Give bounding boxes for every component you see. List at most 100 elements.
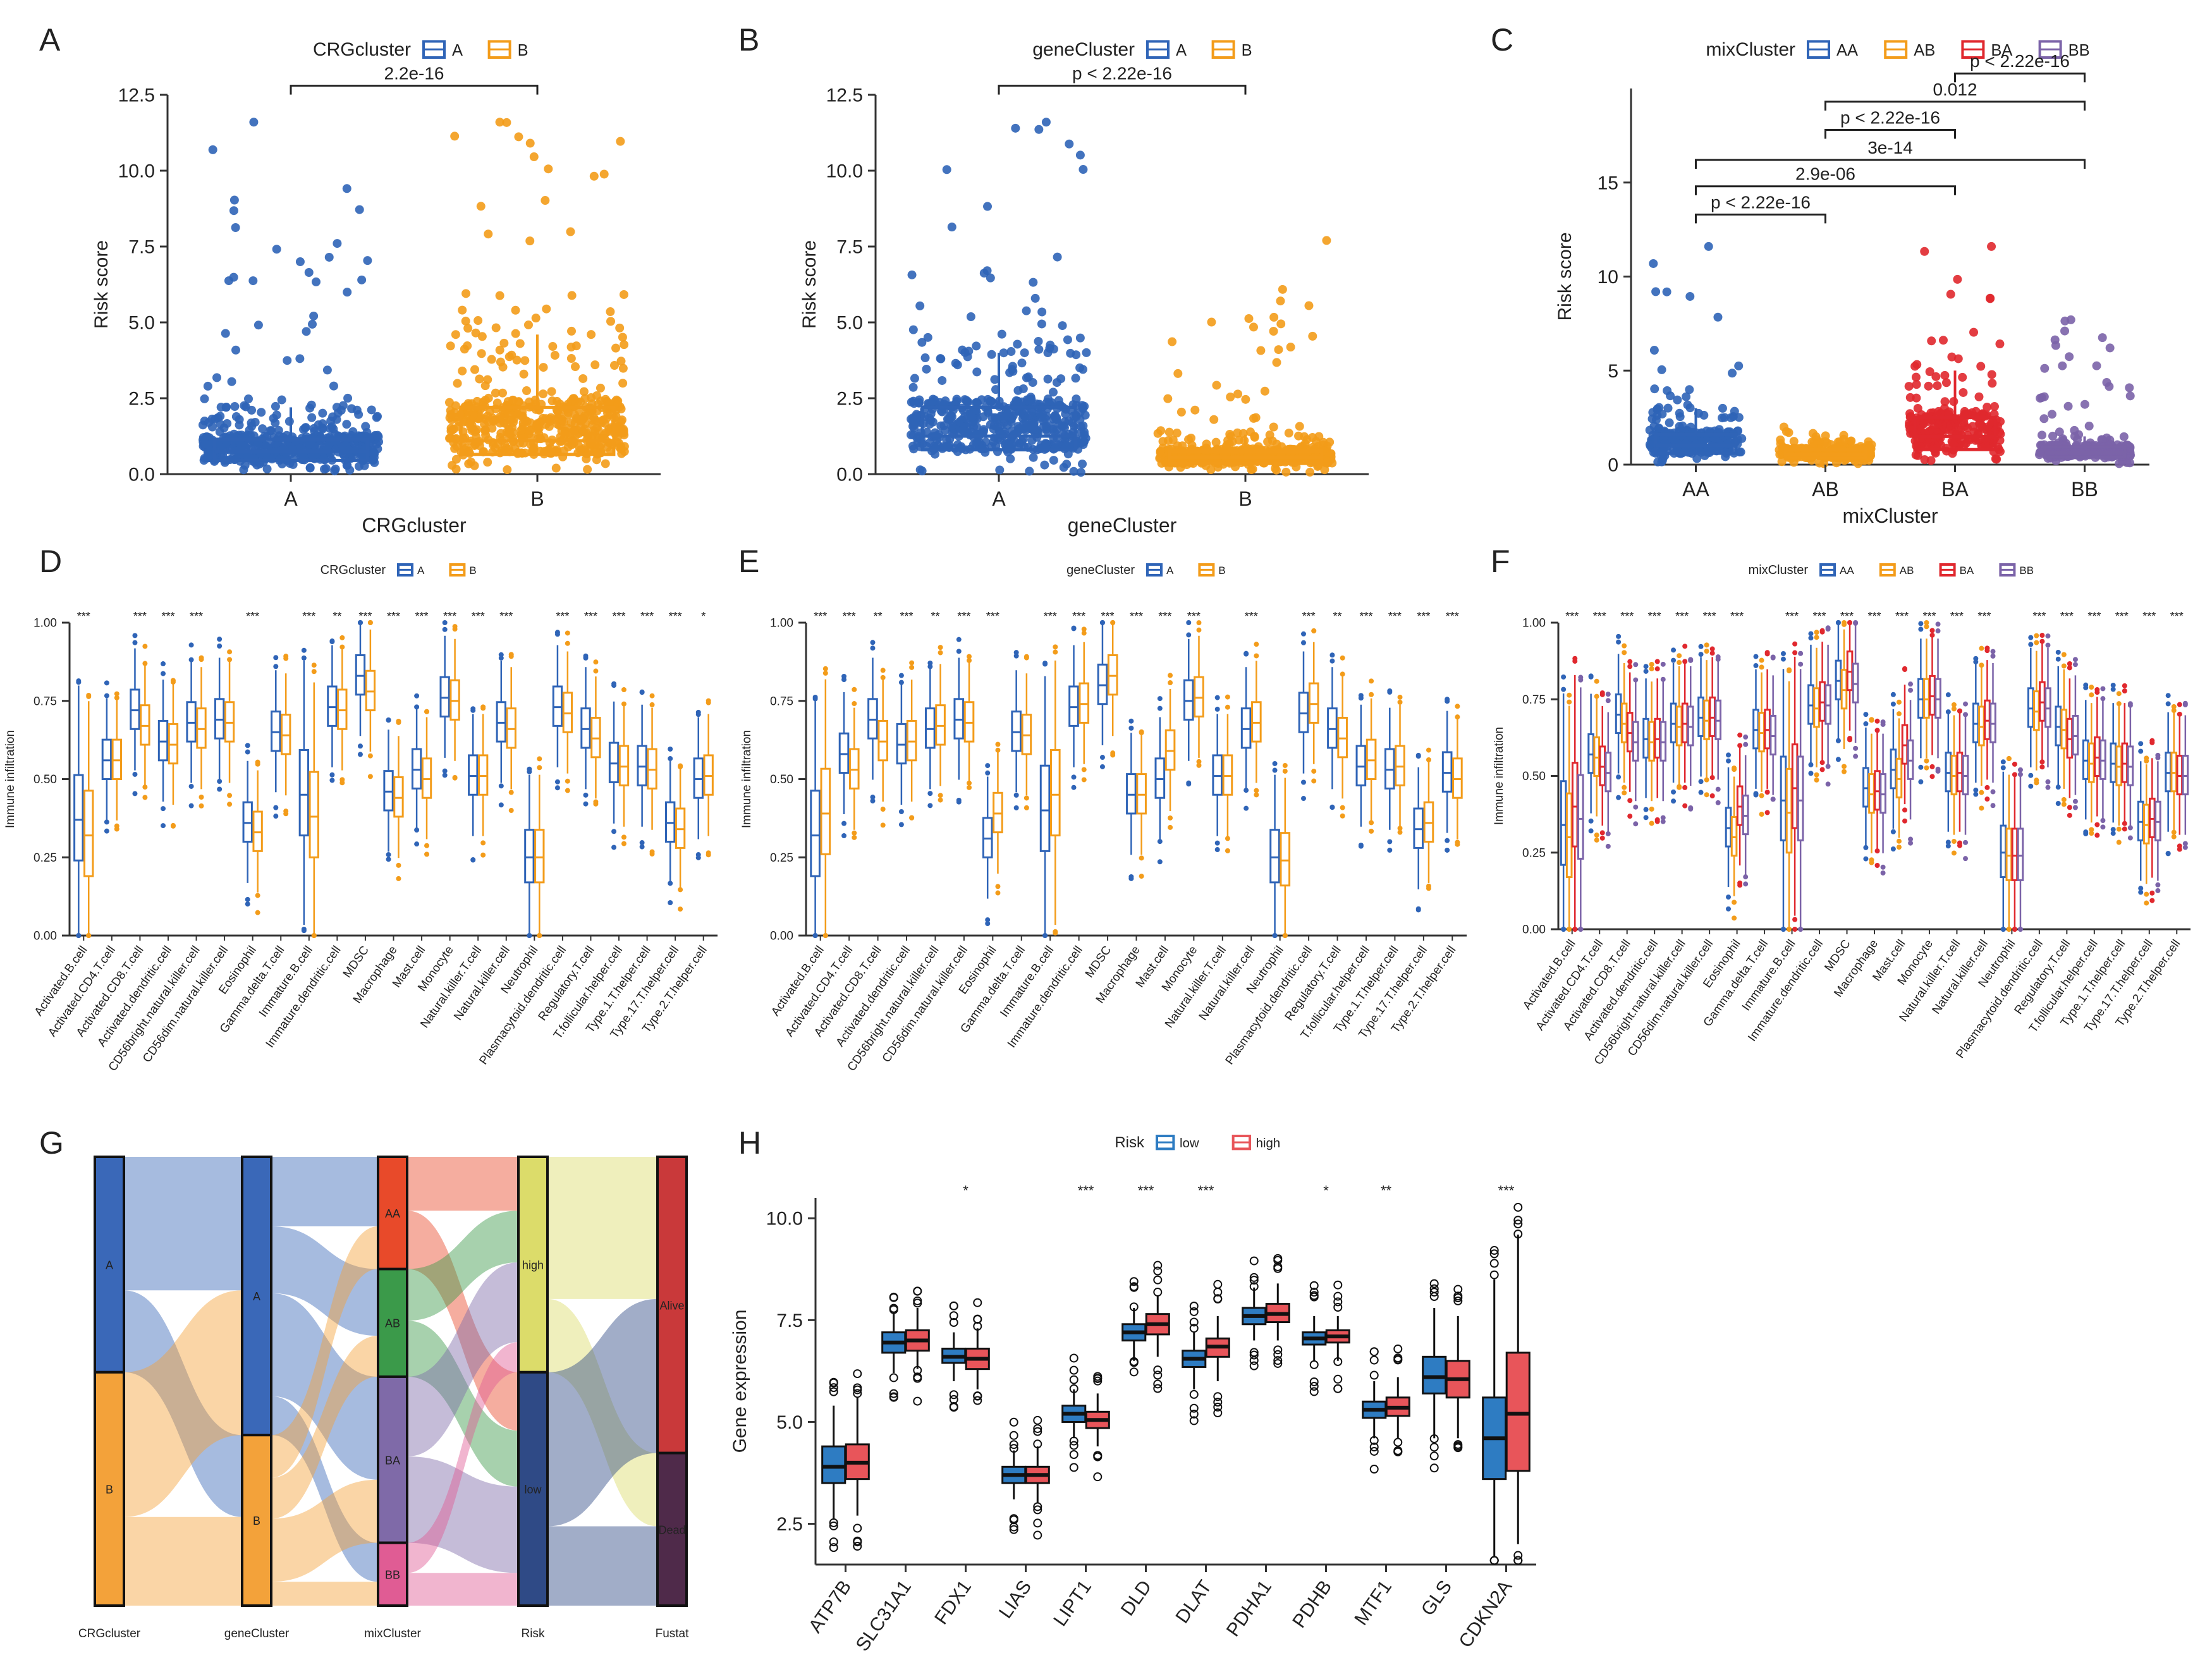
outlier-point bbox=[1709, 646, 1715, 652]
outlier-point bbox=[1841, 621, 1847, 627]
data-point bbox=[1233, 428, 1242, 437]
data-point bbox=[567, 291, 577, 300]
significance-stars: *** bbox=[161, 610, 174, 623]
significance-stars: *** bbox=[1130, 610, 1143, 623]
data-point bbox=[2105, 343, 2115, 353]
box bbox=[810, 790, 821, 877]
data-point bbox=[480, 381, 490, 391]
outlier-point bbox=[1168, 673, 1173, 678]
data-point bbox=[907, 398, 916, 407]
data-point bbox=[618, 363, 628, 373]
outlier-point bbox=[1929, 764, 1935, 769]
y-tick-label: 2.5 bbox=[776, 1514, 803, 1535]
data-point bbox=[230, 401, 240, 411]
outlier-point bbox=[1081, 767, 1087, 772]
data-point bbox=[995, 465, 1005, 475]
data-point bbox=[1037, 307, 1047, 317]
outlier-point bbox=[909, 815, 915, 821]
outlier-point bbox=[1979, 645, 1984, 651]
data-point bbox=[979, 269, 989, 278]
data-point bbox=[502, 427, 511, 437]
outlier-point bbox=[1622, 784, 1627, 790]
outlier-point bbox=[2034, 633, 2039, 638]
data-point bbox=[1713, 312, 1723, 322]
data-point bbox=[1271, 465, 1281, 475]
outlier-point bbox=[639, 844, 645, 850]
outlier-point bbox=[822, 670, 828, 676]
outlier-point bbox=[1157, 705, 1163, 711]
significance-stars: *** bbox=[1302, 610, 1316, 623]
significance-stars: *** bbox=[2032, 610, 2046, 623]
y-axis-title: Risk score bbox=[1555, 232, 1575, 320]
data-point bbox=[568, 394, 578, 403]
data-point bbox=[1029, 278, 1038, 287]
y-tick-label: 7.5 bbox=[836, 237, 863, 258]
data-point bbox=[1653, 457, 1663, 467]
significance-stars: ** bbox=[1333, 610, 1342, 623]
data-point bbox=[544, 164, 553, 174]
outlier-point bbox=[870, 645, 876, 651]
data-point bbox=[616, 137, 625, 146]
data-point bbox=[1812, 435, 1821, 444]
data-point bbox=[1034, 125, 1044, 134]
data-point bbox=[999, 348, 1008, 358]
outlier-point bbox=[1042, 661, 1048, 667]
data-point bbox=[620, 340, 629, 350]
x-tick-label: LIPT1 bbox=[1049, 1577, 1096, 1630]
outlier-point bbox=[2061, 663, 2067, 669]
outlier-point bbox=[1214, 847, 1220, 853]
outlier-point bbox=[1973, 787, 1979, 793]
outlier-point bbox=[1880, 721, 1886, 727]
data-point bbox=[1665, 418, 1674, 427]
outlier-point bbox=[2127, 701, 2133, 707]
significance-stars: *** bbox=[358, 610, 372, 623]
data-point bbox=[1924, 427, 1933, 436]
outlier-point bbox=[1963, 712, 1969, 717]
data-point bbox=[1043, 374, 1053, 384]
data-point bbox=[947, 421, 956, 430]
outlier-point bbox=[245, 896, 250, 902]
outlier-point bbox=[1622, 790, 1627, 796]
legend-item: B bbox=[1218, 565, 1225, 577]
data-point bbox=[2037, 393, 2046, 402]
legend-item: AB bbox=[1914, 42, 1935, 59]
data-point bbox=[1066, 348, 1075, 358]
data-point bbox=[1040, 460, 1049, 470]
y-axis-title: Risk score bbox=[799, 240, 820, 329]
outlier-point bbox=[1369, 820, 1374, 826]
box bbox=[524, 829, 535, 884]
outlier-point bbox=[1814, 772, 1819, 778]
outlier-point bbox=[170, 678, 176, 683]
data-point bbox=[1244, 314, 1254, 323]
box bbox=[534, 829, 545, 884]
outlier-point bbox=[1616, 795, 1622, 800]
data-point bbox=[1156, 447, 1165, 456]
data-point bbox=[444, 398, 454, 407]
outlier-point bbox=[76, 680, 82, 685]
outlier-point bbox=[1896, 699, 1902, 705]
outlier-point bbox=[132, 640, 138, 645]
data-point bbox=[2060, 316, 2070, 326]
data-point bbox=[567, 440, 577, 449]
outlier-point bbox=[2138, 748, 2144, 754]
outlier-point bbox=[2100, 824, 2106, 830]
outlier-point bbox=[414, 704, 420, 710]
data-point bbox=[1281, 467, 1291, 477]
outlier-point bbox=[973, 1298, 982, 1307]
data-point bbox=[342, 420, 351, 429]
box bbox=[309, 771, 319, 858]
outlier-point bbox=[1874, 862, 1880, 868]
data-point bbox=[1190, 405, 1200, 415]
outlier-point bbox=[1835, 738, 1841, 743]
data-point bbox=[619, 290, 628, 299]
outlier-point bbox=[2110, 682, 2116, 688]
outlier-point bbox=[2094, 690, 2100, 695]
significance-stars: *** bbox=[2170, 610, 2184, 623]
data-point bbox=[601, 414, 611, 424]
outlier-point bbox=[1715, 800, 1721, 805]
data-point bbox=[571, 362, 580, 372]
outlier-point bbox=[245, 901, 250, 907]
significance-stars: *** bbox=[556, 610, 569, 623]
outlier-point bbox=[1272, 767, 1278, 773]
outlier-point bbox=[1254, 788, 1259, 793]
